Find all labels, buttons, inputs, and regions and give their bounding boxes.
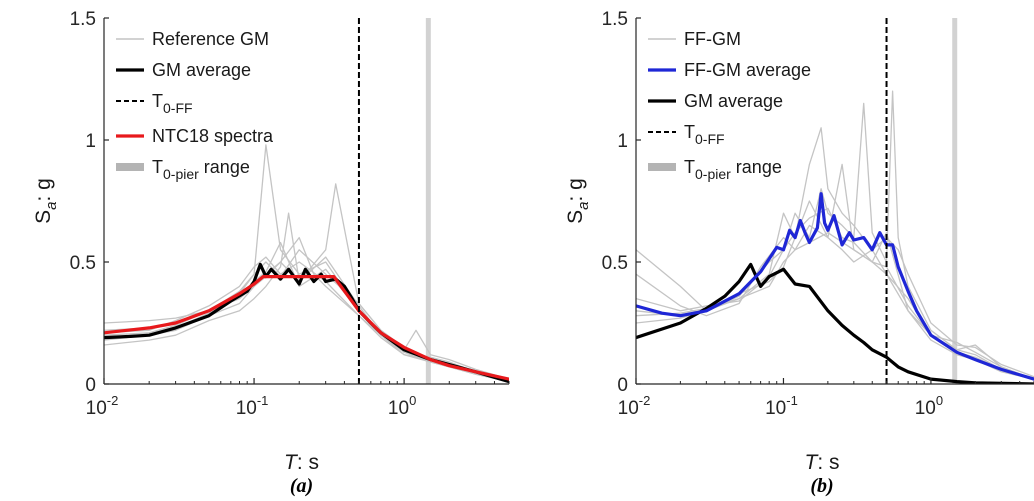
y-tick-label: 0 — [617, 375, 628, 396]
series-line-ff-average — [636, 192, 1034, 381]
legend-label: T0-pier range — [684, 157, 782, 182]
text-span: 10 — [236, 398, 257, 419]
text-span: range — [731, 157, 782, 177]
text-span: a — [575, 202, 592, 210]
text-span: 10 — [388, 398, 409, 419]
text-span: FF-GM — [684, 29, 741, 49]
text-span: a — [43, 202, 60, 210]
series-line-gm-average — [636, 262, 1034, 384]
text-span: NTC18 spectra — [152, 126, 274, 146]
legend-label: GM average — [152, 60, 251, 80]
text-span: -1 — [786, 393, 798, 408]
panel-label: (a) — [290, 475, 313, 497]
series-line-records — [636, 127, 1034, 378]
y-tick-label: 1.5 — [70, 9, 96, 30]
series-line-ntc18 — [104, 275, 509, 381]
text-span: GM average — [152, 60, 251, 80]
text-span: S — [32, 210, 55, 224]
series-line-records — [636, 224, 1034, 380]
x-axis-label: T: s — [284, 451, 319, 474]
text-span: : s — [817, 451, 839, 474]
plot-area — [104, 18, 509, 384]
text-span: S — [564, 210, 587, 224]
y-tick-label: 0 — [85, 375, 96, 396]
x-tick-label: 10-1 — [765, 393, 798, 419]
text-span: 0-FF — [695, 131, 725, 147]
text-span: FF-GM average — [684, 60, 811, 80]
text-span: 0-pier — [695, 166, 731, 182]
y-tick-label: 1.5 — [602, 9, 628, 30]
legend-label: T0-FF — [152, 91, 193, 116]
text-span: 10 — [915, 398, 936, 419]
text-span: 0 — [409, 393, 416, 408]
y-axis-label: Sa: g — [564, 178, 592, 224]
text-span: 0-pier — [163, 166, 199, 182]
text-span: 10 — [618, 398, 639, 419]
text-span: -2 — [107, 393, 119, 408]
series-line-records — [104, 212, 509, 383]
x-tick-label: 10-1 — [236, 393, 269, 419]
text-span: : g — [32, 178, 55, 201]
text-span: Reference GM — [152, 29, 269, 49]
panel-label: (b) — [810, 475, 833, 497]
text-span: 10 — [765, 398, 786, 419]
text-span: -2 — [639, 393, 651, 408]
legend-label: T0-pier range — [152, 157, 250, 182]
y-tick-label: 0.5 — [602, 253, 628, 274]
text-span: GM average — [684, 91, 783, 111]
y-tick-label: 1 — [617, 131, 628, 152]
text-span: T — [684, 122, 695, 142]
legend-label: Reference GM — [152, 29, 269, 49]
text-span: T — [152, 91, 163, 111]
series-line-records — [104, 241, 509, 380]
text-span: T — [152, 157, 163, 177]
series-line-records — [104, 236, 509, 383]
legend-label: T0-FF — [684, 122, 725, 147]
text-span: 10 — [86, 398, 107, 419]
legend-label: NTC18 spectra — [152, 126, 274, 146]
legend-label: FF-GM — [684, 29, 741, 49]
x-axis-label: T: s — [805, 451, 840, 474]
legend-label: FF-GM average — [684, 60, 811, 80]
x-tick-label: 10-2 — [86, 393, 119, 419]
text-span: T — [684, 157, 695, 177]
x-tick-label: 10-2 — [618, 393, 651, 419]
series-line-records — [636, 207, 1034, 380]
x-tick-label: 100 — [388, 393, 416, 419]
text-span: 0 — [936, 393, 943, 408]
text-span: T — [284, 451, 299, 474]
text-span: : s — [297, 451, 319, 474]
y-tick-label: 1 — [85, 131, 96, 152]
text-span: -1 — [257, 393, 269, 408]
plot-area — [636, 18, 1034, 384]
text-span: : g — [564, 178, 587, 201]
text-span: T — [805, 451, 820, 474]
y-tick-label: 0.5 — [70, 253, 96, 274]
legend-label: GM average — [684, 91, 783, 111]
y-axis-label: Sa: g — [32, 178, 60, 224]
text-span: range — [199, 157, 250, 177]
series-line-records — [104, 256, 509, 383]
text-span: 0-FF — [163, 100, 193, 116]
x-tick-label: 100 — [915, 393, 943, 419]
